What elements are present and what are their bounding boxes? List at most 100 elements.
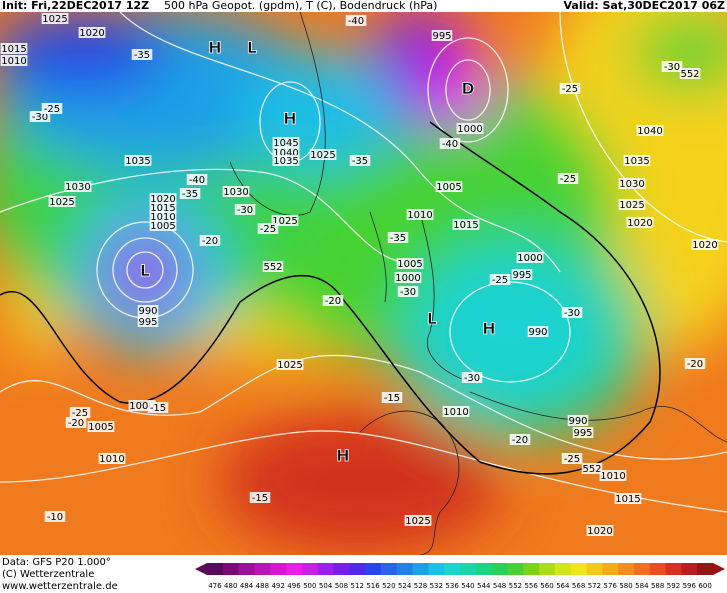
label-box (149, 220, 177, 231)
colorbar-label: 480 (224, 582, 237, 590)
colorbar-label: 552 (509, 582, 522, 590)
colorbar-label: 580 (619, 582, 632, 590)
label-box (186, 174, 208, 185)
label-box (618, 178, 646, 189)
contour-label: -30 (564, 308, 580, 319)
colorbar-label: 504 (319, 582, 333, 590)
label-box (137, 316, 159, 327)
colorbar-swatch (365, 563, 382, 575)
field (0, 12, 727, 555)
label-box (404, 515, 432, 526)
colorbar-swatch (570, 563, 587, 575)
map-title: 500 hPa Geopot. (gpdm), T (C), Bodendruc… (164, 0, 438, 12)
contour-label: 990 (568, 416, 587, 427)
colorbar-swatch (523, 563, 540, 575)
init-time: Init: Fri,22DEC2017 12Z (2, 0, 150, 12)
colorbar-swatch (380, 563, 398, 575)
contour-label: -20 (687, 359, 703, 370)
label-box (599, 470, 627, 481)
colorbar-swatch (349, 563, 366, 575)
contour-label: -30 (237, 205, 253, 216)
pressure-center: L (140, 261, 150, 280)
website: www.wetterzentrale.de (2, 581, 118, 592)
contour-label: 1010 (150, 212, 175, 223)
label-box (439, 138, 461, 149)
label-box (567, 415, 589, 426)
colorbar-swatch (475, 563, 493, 575)
colorbar-swatch (238, 563, 255, 575)
contour-label: 1020 (79, 28, 104, 39)
contour-label: -35 (182, 189, 198, 200)
contour-label: -25 (72, 408, 88, 419)
contour-label: 1025 (277, 360, 302, 371)
colorbar-label: 560 (540, 582, 553, 590)
contour-label: 1040 (637, 126, 662, 137)
label-box (679, 68, 701, 79)
label-box (559, 83, 581, 94)
label-box (614, 493, 642, 504)
label-box (69, 407, 91, 418)
pressure-center: H (283, 109, 296, 128)
label-box (272, 147, 300, 158)
colorbar-label: 556 (524, 582, 538, 590)
label-box (149, 211, 177, 222)
label-box (527, 326, 549, 337)
contour-label: 1000 (129, 401, 154, 412)
colorbar-label: 536 (445, 582, 459, 590)
colorbar-swatch (428, 563, 445, 575)
contour-label: -40 (189, 175, 205, 186)
colorbar-label: 564 (556, 582, 570, 590)
label-box (387, 232, 409, 243)
label-box (309, 149, 337, 160)
label-box (78, 27, 106, 38)
copyright: (C) Wetterzentrale (2, 569, 95, 580)
label-box (435, 181, 463, 192)
contour-label: 552 (582, 464, 601, 475)
colorbar: 476 480 484 488 492 496 500 504 508 512 516 520 524 5… (195, 563, 725, 590)
label-box (511, 269, 533, 280)
contour-label: 1000 (457, 124, 482, 135)
contour-label: 1030 (619, 179, 644, 190)
label-box (489, 274, 511, 285)
label-box (561, 453, 583, 464)
label-box (561, 307, 583, 318)
colorbar-swatch (507, 563, 524, 575)
contour-label: 1005 (88, 422, 113, 433)
contour-label: -15 (252, 493, 268, 504)
label-box (0, 55, 28, 66)
colorbar-swatch (301, 563, 319, 575)
colorbar-arrow-right (713, 563, 725, 575)
contour-label: -20 (68, 418, 84, 429)
colorbar-label: 508 (335, 582, 348, 590)
label-box (41, 13, 69, 24)
contour-label: 552 (680, 69, 699, 80)
label-box (456, 123, 484, 134)
contour-label: 1035 (125, 156, 150, 167)
contour-label: 1005 (397, 259, 422, 270)
label-box (396, 258, 424, 269)
colorbar-label: 600 (698, 582, 711, 590)
colorbar-label: 588 (651, 582, 664, 590)
contour-label: 1010 (1, 56, 26, 67)
contour-label: 552 (263, 262, 282, 273)
contour-label: -30 (400, 287, 416, 298)
label-box (29, 111, 51, 122)
colorbar-swatch (602, 563, 619, 575)
colorbar-swatch (207, 563, 224, 575)
colorbar-swatch (254, 563, 271, 575)
colorbar-swatch (681, 563, 698, 575)
label-box (557, 173, 579, 184)
contour-label: 1025 (310, 150, 335, 161)
label-box (691, 239, 719, 250)
colorbar-swatch (649, 563, 667, 575)
contour-label: 1025 (49, 197, 74, 208)
contour-label: 1025 (405, 516, 430, 527)
colorbar-label: 492 (271, 582, 284, 590)
contour-label: 1025 (619, 200, 644, 211)
contour-label: 1015 (615, 494, 640, 505)
colorbar-label: 568 (572, 582, 585, 590)
contour-label: -30 (464, 373, 480, 384)
colorbar-label: 576 (604, 582, 618, 590)
colorbar-swatch (697, 563, 714, 575)
contour-label: 990 (528, 327, 547, 338)
